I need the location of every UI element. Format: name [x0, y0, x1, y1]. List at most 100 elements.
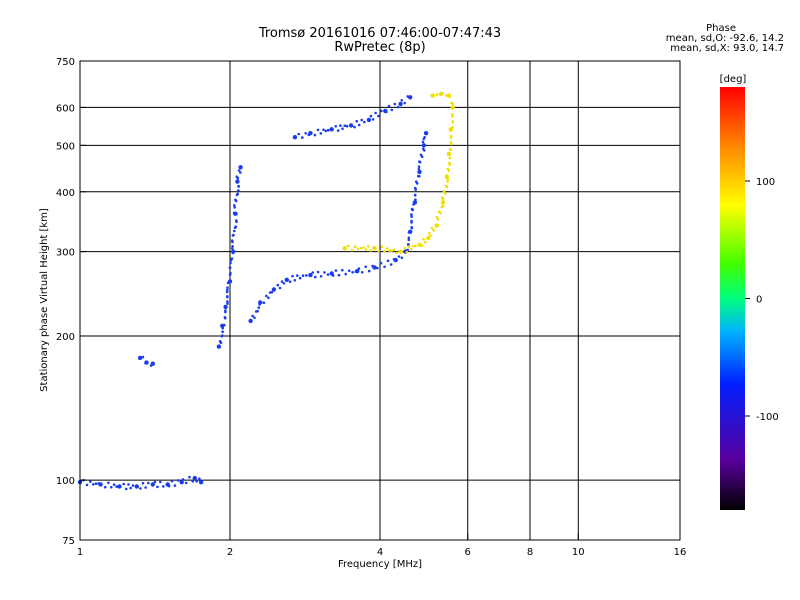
data-points — [77, 91, 455, 491]
trace-fill-point — [228, 266, 232, 270]
trace-fill-point — [316, 128, 320, 132]
trace-fill-point — [110, 485, 113, 489]
trace-fill-point — [424, 240, 427, 244]
y-tick-label: 100 — [56, 476, 75, 487]
trace-fill-point — [441, 197, 445, 201]
trace-fill-point — [405, 250, 409, 254]
trace-fill-point — [115, 485, 118, 488]
trace-fill-point — [231, 240, 234, 244]
trace-fill-point — [395, 251, 398, 255]
trace-fill-point — [449, 136, 453, 139]
colorbar-unit-label: [deg] — [720, 74, 747, 85]
trace-fill-point — [450, 142, 453, 146]
trace-fill-point — [371, 118, 375, 121]
trace-fill-point — [229, 261, 232, 265]
trace-fill-point — [232, 211, 236, 215]
trace-fill-point — [450, 101, 453, 105]
trace-fill-point — [256, 309, 259, 313]
trace-fill-point — [407, 236, 411, 240]
trace-fill-point — [139, 487, 142, 490]
trace-fill-point — [407, 245, 411, 248]
trace-fill-point — [184, 481, 188, 485]
data-point — [198, 480, 204, 485]
trace-fill-point — [363, 120, 366, 124]
colorbar-tick-label: -100 — [756, 412, 779, 423]
trace-fill-point — [392, 248, 396, 252]
trace-fill-point — [400, 256, 404, 260]
trace-fill-point — [387, 104, 391, 108]
trace-fill-point — [380, 245, 384, 248]
trace-fill-point — [235, 212, 238, 216]
trace-fill-point — [355, 119, 359, 123]
trace-fill-point — [305, 274, 308, 277]
data-point — [235, 179, 240, 184]
trace-fill-point — [369, 114, 373, 118]
trace-fill-point — [354, 270, 358, 274]
trace-fill-point — [364, 265, 368, 269]
x-tick-label: 4 — [377, 547, 383, 558]
trace-fill-point — [434, 223, 438, 227]
trace-fill-point — [377, 249, 381, 253]
trace-fill-point — [253, 316, 256, 320]
trace-fill-point — [376, 266, 379, 270]
trace-fill-point — [360, 271, 364, 274]
trace-fill-point — [415, 182, 419, 185]
trace-fill-point — [410, 221, 413, 224]
trace-fill-point — [445, 174, 449, 177]
trace-fill-point — [420, 155, 424, 158]
trace-fill-point — [127, 483, 130, 486]
trace-fill-point — [237, 169, 241, 172]
trace-fill-point — [407, 238, 411, 242]
y-tick-label: 75 — [62, 536, 75, 547]
trace-fill-point — [449, 148, 453, 151]
trace-fill-point — [167, 484, 171, 488]
trace-fill-point — [336, 129, 340, 132]
trace-fill-point — [221, 326, 224, 330]
data-point — [284, 277, 289, 282]
trace-fill-point — [156, 485, 159, 489]
trace-fill-point — [341, 127, 344, 130]
x-tick-label: 6 — [465, 547, 471, 558]
trace-fill-point — [420, 244, 424, 247]
trace-fill-point — [293, 279, 297, 282]
trace-fill-point — [141, 355, 145, 359]
data-point — [308, 272, 313, 278]
trace-fill-point — [343, 124, 347, 127]
trace-fill-point — [448, 163, 452, 166]
trace-fill-point — [282, 282, 286, 285]
trace-fill-point — [350, 248, 354, 252]
data-point — [421, 143, 427, 148]
trace-fill-point — [396, 105, 400, 109]
trace-fill-point — [441, 204, 445, 208]
trace-fill-point — [103, 485, 107, 489]
data-point — [408, 95, 413, 100]
trace-fill-point — [226, 281, 230, 285]
trace-fill-point — [181, 478, 185, 481]
trace-fill-point — [219, 341, 223, 345]
trace-fill-point — [430, 226, 434, 230]
trace-fill-point — [392, 258, 396, 261]
trace-fill-point — [170, 479, 174, 483]
trace-fill-point — [221, 330, 224, 334]
y-axis-title: Stationary phase Virtual Height [km] — [39, 208, 50, 392]
trace-fill-point — [411, 244, 415, 248]
trace-fill-point — [344, 272, 348, 276]
trace-fill-point — [419, 153, 423, 157]
trace-fill-point — [257, 306, 261, 309]
trace-fill-point — [223, 323, 226, 327]
trace-fill-point — [356, 247, 360, 251]
colorbar-tick-label: 100 — [756, 177, 775, 188]
trace-fill-point — [341, 268, 344, 272]
trace-fill-point — [410, 213, 413, 216]
data-point — [223, 304, 228, 310]
trace-fill-point — [414, 188, 418, 191]
data-point — [342, 246, 347, 251]
x-tick-label: 10 — [572, 547, 585, 558]
trace-fill-point — [226, 288, 229, 292]
trace-fill-point — [301, 274, 305, 278]
data-point — [137, 355, 143, 361]
trace-fill-point — [280, 280, 284, 283]
trace-fill-point — [233, 206, 236, 209]
trace-fill-point — [449, 129, 452, 133]
trace-fill-point — [347, 244, 350, 248]
